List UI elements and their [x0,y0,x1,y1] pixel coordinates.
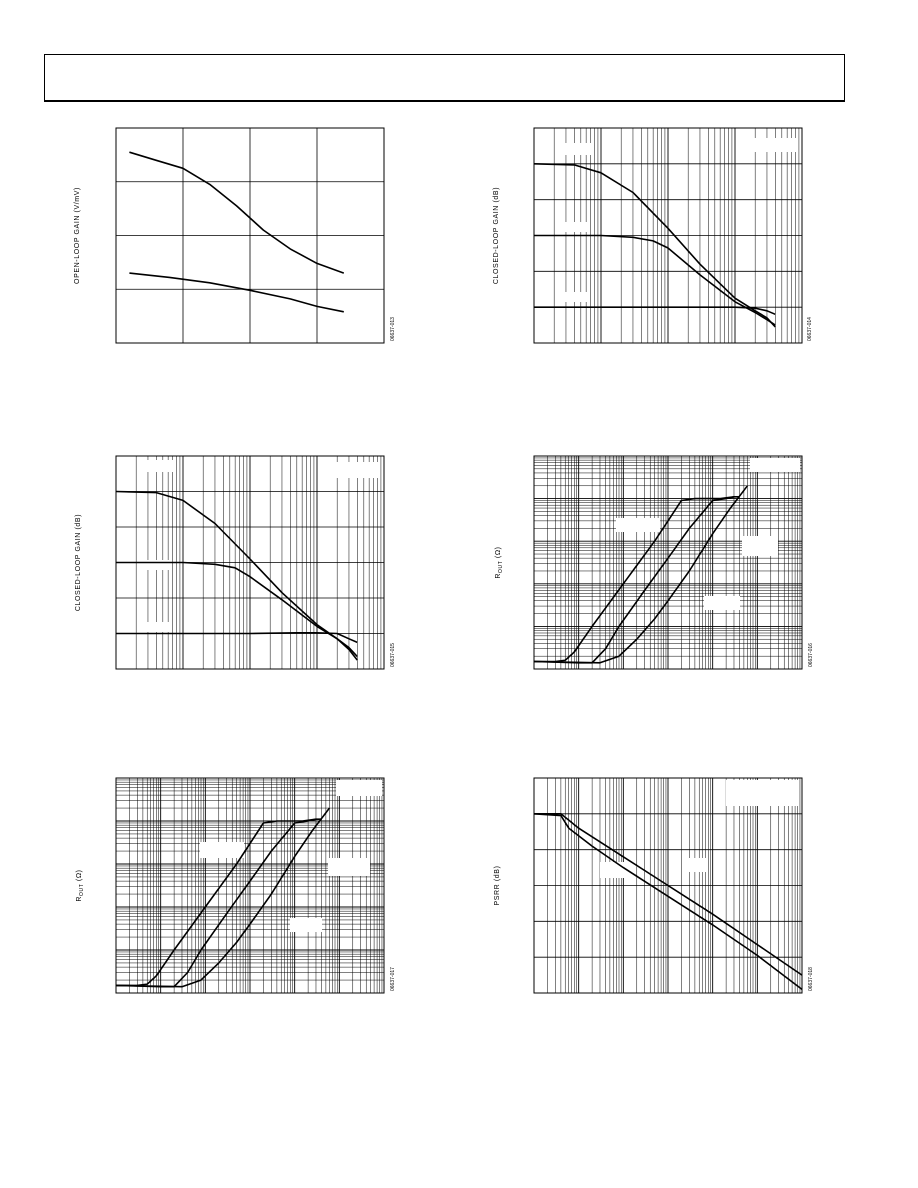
series-line-1 [533,163,776,328]
plot-frame [533,777,803,994]
legend-patch [600,862,630,878]
legend-patch [560,222,590,232]
figure-code: 06637-018 [808,967,814,991]
chart-rout-1: ROUT (Ω) 06637-016 [495,455,814,670]
y-axis-label: PSRR (dB) [494,865,501,905]
legend-patch [140,460,176,472]
y-axis-label: ROUT (Ω) [495,546,504,578]
series-line-1 [116,818,317,987]
legend-patch [726,780,798,806]
series-line-1 [533,813,803,991]
plot-frame [115,777,385,994]
legend-patch [616,518,660,532]
plot-frame [533,455,803,670]
page-header-box [44,54,845,102]
chart-cl-gain-1: CLOSED-LOOP GAIN (dB) 06637-014 [493,127,813,344]
series-line-1 [534,496,735,663]
chart-rout-2: ROUT (Ω) 06637-017 [76,777,396,994]
y-axis-label: OPEN-LOOP GAIN (V/mV) [74,187,81,284]
figure-code: 06637-017 [390,967,396,991]
series-line-3 [116,631,358,644]
legend-patch [290,918,322,932]
legend-patch [140,560,170,570]
legend-patch [754,138,796,152]
legend-patch [336,462,378,478]
legend-patch [750,458,800,472]
legend-patch [560,143,592,155]
series-line-2 [534,234,776,326]
y-axis-label: CLOSED-LOOP GAIN (dB) [75,514,82,611]
legend-patch [328,858,370,876]
legend-patch [140,622,170,632]
figure-code: 06637-015 [390,643,396,667]
plot-frame [115,127,385,344]
chart-ol-gain: OPEN-LOOP GAIN (V/mV) 06637-013 [74,127,396,344]
series-line-3 [115,807,331,988]
legend-patch [560,292,590,302]
series-line-1 [129,151,345,274]
legend-patch [336,780,382,796]
legend-patch [684,858,708,872]
y-axis-label: ROUT (Ω) [76,869,85,901]
series-line-2 [129,272,344,313]
legend-patch [200,842,244,858]
figure-code: 06637-016 [808,643,814,667]
legend-patch [704,596,740,610]
series-line-2 [116,561,358,658]
y-axis-label: CLOSED-LOOP GAIN (dB) [493,187,500,284]
series-line-3 [533,485,749,664]
figure-code: 06637-014 [807,317,813,341]
figure-code: 06637-013 [390,317,396,341]
series-line-2 [534,812,803,976]
series-line-1 [115,490,358,661]
chart-cl-gain-2: CLOSED-LOOP GAIN (dB) 06637-015 [75,455,396,670]
series-line-3 [534,306,776,316]
chart-psrr: PSRR (dB) 06637-018 [494,777,814,994]
legend-patch [742,536,778,556]
